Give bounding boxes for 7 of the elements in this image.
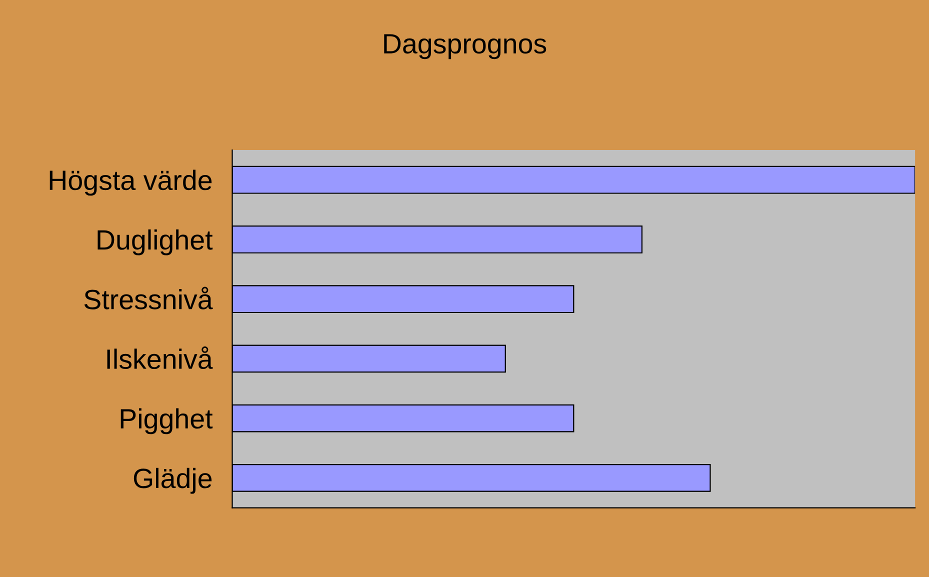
y-tick-label: Ilskenivå [107,346,213,370]
y-tick-label: Högsta värde [50,170,212,196]
y-tick-label: Pigghet [120,408,213,434]
y-tick-label: Glädje [134,468,212,494]
y-tick-label: Stressnivå [84,286,213,310]
chart-title: Dagsprognos [384,34,546,60]
y-tick-label: Duglighet [98,229,213,256]
